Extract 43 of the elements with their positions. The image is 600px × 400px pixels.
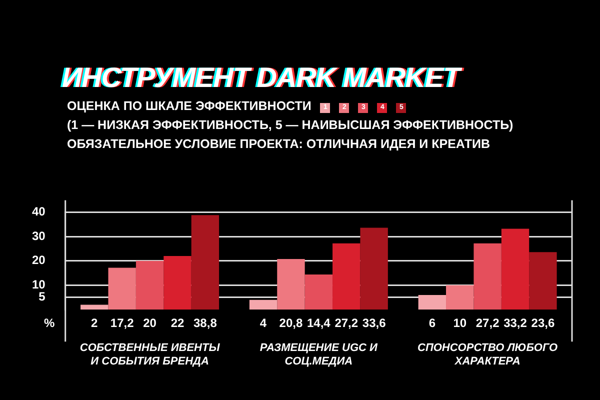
data-label: 38,8 xyxy=(194,316,218,330)
data-label: 22 xyxy=(170,316,184,330)
x-tick-label: РАЗМЕЩЕНИЕ UGC И СОЦ.МЕДИА xyxy=(260,342,379,368)
bar xyxy=(164,256,192,310)
data-label: 27,2 xyxy=(334,316,358,330)
bar xyxy=(277,258,305,310)
bar xyxy=(191,215,220,310)
bar xyxy=(249,300,278,310)
bar xyxy=(501,228,530,310)
bar xyxy=(474,243,502,310)
x-tick-label: СОБСТВЕННЫЕ ИВЕНТЫ И СОБЫТИЯ БРЕНДА xyxy=(80,342,221,368)
y-tick-label: 40 xyxy=(32,204,46,219)
bar xyxy=(136,260,164,310)
data-label: 27,2 xyxy=(476,316,500,330)
data-label: 10 xyxy=(453,316,467,330)
data-label: 23,6 xyxy=(531,316,555,330)
chart-title: ИНСТРУМЕНТ DARK MARKET xyxy=(62,62,460,94)
bar xyxy=(80,304,108,310)
bar xyxy=(360,228,388,310)
bar xyxy=(418,294,446,310)
x-tick-label: СПОНСОРСТВО ЛЮБОГО ХАРАКТЕРА xyxy=(418,342,558,368)
data-label: 2 xyxy=(91,316,98,330)
bar xyxy=(108,268,136,310)
chart-subtitle: ОЦЕНКА ПО ШКАЛЕ ЭФФЕКТИВНОСТИ xyxy=(67,99,312,113)
bar xyxy=(529,252,557,310)
data-label: 20,8 xyxy=(279,316,303,330)
data-label: 4 xyxy=(260,316,267,330)
data-label: 33,6 xyxy=(362,316,386,330)
data-label: 17,2 xyxy=(110,316,134,330)
data-label: 33,2 xyxy=(504,316,528,330)
data-label: 6 xyxy=(428,316,436,330)
y-tick-label: 30 xyxy=(32,228,46,243)
y-axis-title: % xyxy=(44,316,56,330)
y-tick-label: 20 xyxy=(32,253,46,268)
y-tick-label: 5 xyxy=(38,290,46,304)
data-label: 14,4 xyxy=(306,316,331,330)
y-tick-label: 10 xyxy=(32,278,46,292)
text: (1 — НИЗКАЯ ЭФФЕКТИВНОСТЬ, 5 — НАИВЫСШАЯ ЭФФЕКТИВНОСТЬ) xyxy=(67,117,514,134)
data-label: 20 xyxy=(143,316,157,330)
bar xyxy=(332,243,360,310)
text: ОБЯЗАТЕЛЬНОЕ УСЛОВИЕ ПРОЕКТА: ОТЛИЧНАЯ ИДЕЯ И КРЕАТИВ xyxy=(67,136,491,153)
bar xyxy=(304,274,333,310)
bar xyxy=(446,285,474,310)
